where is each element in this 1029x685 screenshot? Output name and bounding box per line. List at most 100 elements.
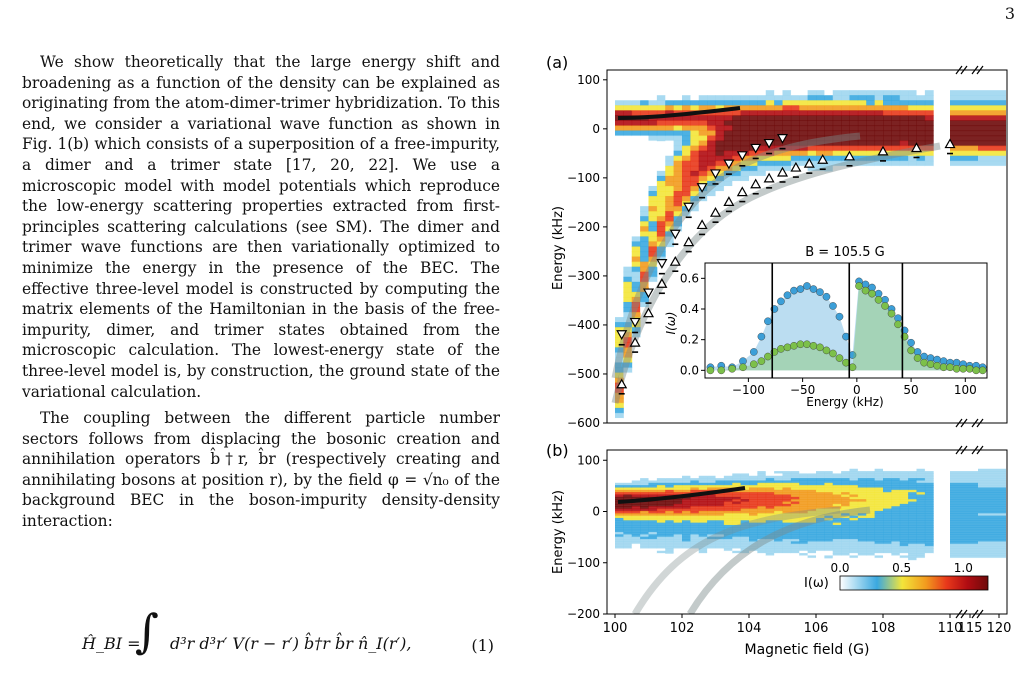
heatmap-cell bbox=[648, 130, 658, 137]
heatmap-cell bbox=[866, 95, 876, 101]
heatmap-cell bbox=[690, 557, 700, 561]
heatmap-cell bbox=[908, 564, 917, 568]
heatmap-cell bbox=[723, 110, 733, 116]
equation-rhs: d³r d³r′ V(r − r′) b̂†r b̂r n̂_I(r′), bbox=[170, 634, 412, 653]
heatmap-cell bbox=[723, 503, 733, 507]
heatmap-cell bbox=[883, 464, 892, 467]
heatmap-cell bbox=[732, 508, 742, 512]
heatmap-cell bbox=[799, 541, 809, 545]
inset-green-point bbox=[777, 345, 785, 353]
heatmap-cell bbox=[841, 135, 850, 142]
heatmap-cell bbox=[978, 543, 1006, 547]
heatmap-cell bbox=[908, 145, 917, 152]
heatmap-cell bbox=[623, 352, 633, 359]
heatmap-cell bbox=[916, 543, 926, 547]
heatmap-cell bbox=[690, 524, 700, 528]
heatmap-cell bbox=[698, 513, 708, 517]
heatmap-cell bbox=[723, 155, 733, 162]
heatmap-cell bbox=[765, 130, 775, 137]
heatmap-cell bbox=[874, 550, 884, 554]
heatmap-cell bbox=[924, 506, 934, 510]
heatmap-cell bbox=[924, 466, 934, 470]
heatmap-cell bbox=[899, 473, 909, 477]
heatmap-cell bbox=[849, 529, 859, 533]
heatmap-cell bbox=[648, 206, 658, 212]
heatmap-cell bbox=[908, 510, 917, 514]
heatmap-cell bbox=[782, 480, 792, 484]
heatmap-cell bbox=[615, 367, 624, 374]
heatmap-cell bbox=[978, 496, 1006, 500]
heatmap-cell bbox=[715, 499, 725, 503]
heatmap-cell bbox=[690, 517, 700, 521]
colorbar-tick-label: 1.0 bbox=[954, 561, 973, 575]
heatmap-cell bbox=[640, 206, 649, 212]
heatmap-cell bbox=[950, 115, 978, 122]
inset-green-point bbox=[939, 363, 948, 372]
heatmap-cell bbox=[623, 539, 633, 542]
heatmap-cell bbox=[656, 105, 666, 111]
heatmap-cell bbox=[978, 564, 1006, 568]
heatmap-cell bbox=[673, 165, 683, 172]
heatmap-cell bbox=[690, 520, 700, 524]
heatmap-cell bbox=[715, 120, 725, 127]
heatmap-cell bbox=[832, 501, 842, 505]
heatmap-cell bbox=[790, 536, 800, 540]
heatmap-cell bbox=[891, 478, 901, 482]
heatmap-cell bbox=[732, 140, 742, 147]
heatmap-cell bbox=[723, 494, 733, 498]
heatmap-cell bbox=[723, 191, 733, 197]
heatmap-cell bbox=[757, 503, 767, 507]
heatmap-cell bbox=[849, 115, 859, 122]
heatmap-cell bbox=[623, 560, 633, 564]
heatmap-cell bbox=[774, 546, 783, 549]
heatmap-cell bbox=[824, 464, 834, 467]
heatmap-cell bbox=[891, 539, 901, 542]
heatmap-cell bbox=[740, 555, 750, 559]
heatmap-cell bbox=[640, 539, 649, 542]
heatmap-cell bbox=[640, 276, 649, 283]
heatmap-cell bbox=[732, 150, 742, 157]
heatmap-cell bbox=[978, 468, 1006, 472]
heatmap-cell bbox=[883, 478, 892, 482]
heatmap-cell bbox=[807, 548, 817, 552]
heatmap-cell bbox=[978, 140, 1006, 147]
heatmap-cell bbox=[841, 466, 850, 470]
heatmap-cell bbox=[698, 120, 708, 127]
heatmap-cell bbox=[648, 480, 658, 484]
heatmap-cell bbox=[899, 475, 909, 479]
heatmap-cell bbox=[774, 492, 783, 496]
heatmap-cell bbox=[665, 105, 675, 111]
heatmap-cell bbox=[707, 524, 716, 528]
heatmap-cell bbox=[790, 487, 800, 491]
heatmap-cell bbox=[857, 543, 867, 547]
heatmap-cell bbox=[807, 487, 817, 491]
heatmap-cell bbox=[916, 120, 926, 127]
heatmap-cell bbox=[950, 501, 978, 505]
heatmap-cell bbox=[799, 135, 809, 142]
heatmap-cell bbox=[656, 499, 666, 503]
heatmap-cell bbox=[857, 125, 867, 132]
heatmap-cell bbox=[883, 155, 892, 162]
heatmap-cell bbox=[732, 513, 742, 517]
heatmap-cell bbox=[698, 536, 708, 540]
heatmap-cell bbox=[799, 555, 809, 559]
heatmap-cell bbox=[849, 513, 859, 517]
heatmap-cell bbox=[715, 541, 725, 545]
heatmap-cell bbox=[908, 539, 917, 542]
heatmap-cell bbox=[656, 546, 666, 549]
down-triangle-marker bbox=[709, 169, 722, 180]
up-triangle-marker bbox=[803, 157, 815, 168]
heatmap-cell bbox=[615, 520, 624, 524]
heatmap-cell bbox=[615, 532, 624, 535]
heatmap-cell bbox=[816, 494, 825, 498]
heatmap-cell bbox=[891, 503, 901, 507]
heatmap-cell bbox=[899, 501, 909, 505]
heatmap-cell bbox=[648, 256, 658, 263]
up-triangle-marker bbox=[683, 236, 695, 247]
heatmap-cell bbox=[916, 145, 926, 152]
heatmap-cell bbox=[790, 564, 800, 568]
heatmap-cell bbox=[715, 150, 725, 157]
heatmap-cell bbox=[866, 105, 876, 111]
heatmap-cell bbox=[656, 487, 666, 491]
heatmap-cell bbox=[631, 532, 641, 535]
